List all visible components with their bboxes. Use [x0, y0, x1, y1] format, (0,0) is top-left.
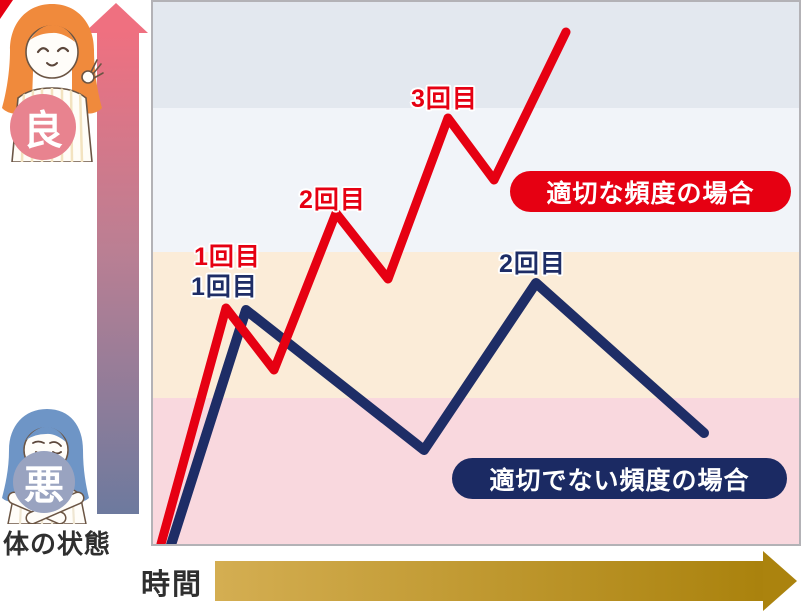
annotation-red-1st-time: 1回目	[194, 243, 261, 271]
corner-accent	[0, 0, 13, 19]
hair-fringe	[30, 24, 75, 42]
annotation-red-2nd-time: 2回目	[299, 186, 366, 214]
hair-fringe	[26, 426, 66, 442]
background-band-best	[153, 2, 799, 108]
time-axis-arrow	[215, 551, 797, 611]
y-axis-title: 体の状態	[3, 529, 112, 559]
arrow-up-shaft	[97, 31, 139, 514]
legend-appropriate-frequency-pill: 適切な頻度の場合	[510, 171, 791, 212]
legend-inappropriate-frequency-pill: 適切でない頻度の場合	[452, 458, 787, 499]
x-axis-title: 時間	[141, 569, 204, 601]
sad-eyebrows	[32, 440, 62, 447]
good-condition-badge: 良	[10, 94, 76, 160]
annotation-navy-1st-time: 1回目	[191, 273, 258, 301]
arrow-up-head	[84, 3, 148, 33]
smile-mouth	[46, 62, 58, 67]
orange-hair	[2, 4, 102, 114]
series-inappropriate-frequency-line	[166, 278, 709, 544]
plot-area	[151, 0, 801, 546]
happy-closed-eyes	[36, 46, 70, 54]
condition-axis-arrow	[84, 3, 148, 514]
arrow-right-head	[763, 551, 797, 611]
ok-hand-gesture	[81, 59, 104, 84]
annotation-navy-2nd-time: 2回目	[499, 250, 566, 278]
line-series-layer	[156, 27, 709, 544]
series-appropriate-frequency-line	[156, 27, 571, 544]
bad-condition-badge: 悪	[13, 451, 75, 513]
arrow-right-shaft	[215, 561, 763, 601]
annotation-red-3rd-time: 3回目	[411, 85, 478, 113]
